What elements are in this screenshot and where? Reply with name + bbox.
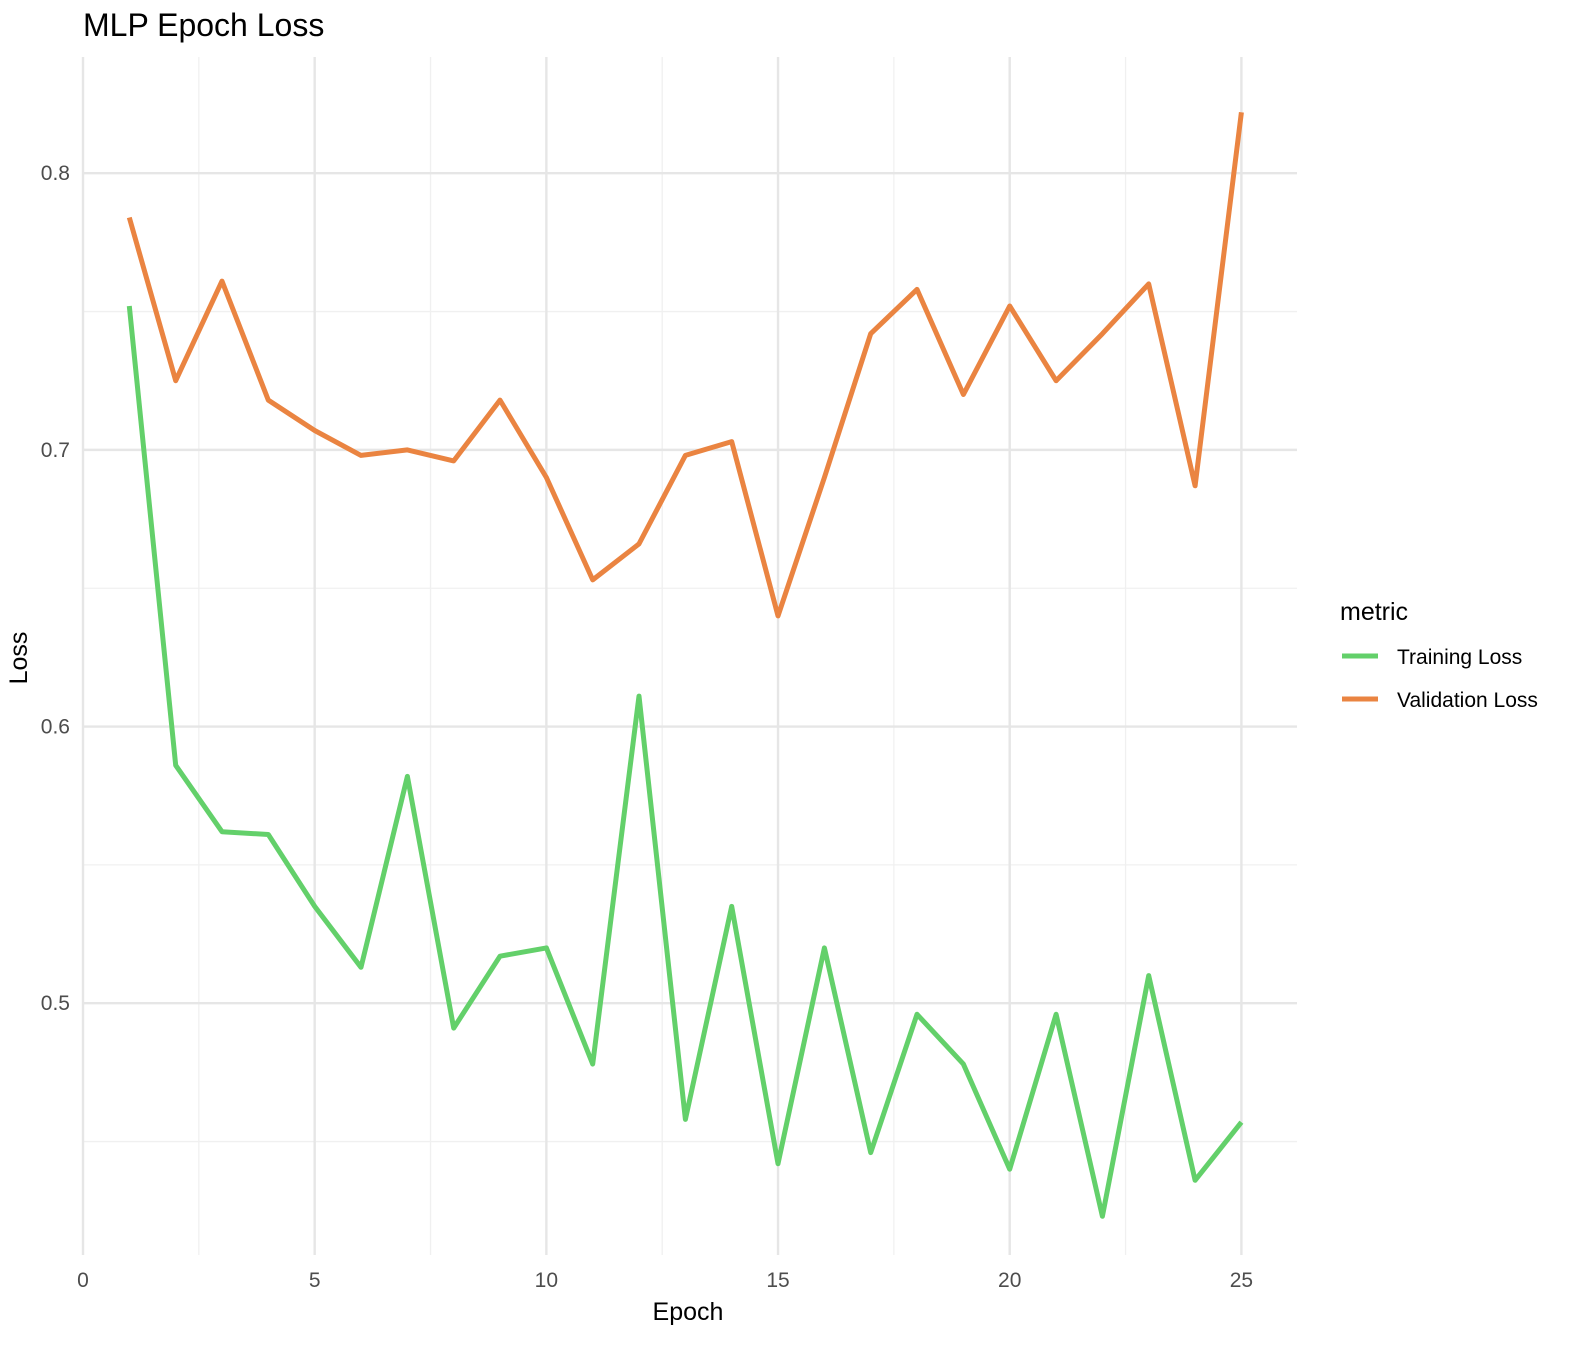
chart-title: MLP Epoch Loss bbox=[83, 7, 324, 43]
y-tick-label: 0.8 bbox=[41, 162, 70, 185]
x-axis-title: Epoch bbox=[653, 1298, 724, 1326]
minor-gridlines bbox=[83, 57, 1297, 1255]
x-tick-label: 10 bbox=[535, 1269, 558, 1292]
legend-label: Training Loss bbox=[1397, 646, 1522, 669]
y-axis-title: Loss bbox=[5, 632, 33, 685]
legend-label: Validation Loss bbox=[1397, 689, 1538, 712]
y-tick-label: 0.5 bbox=[41, 992, 70, 1015]
major-gridlines bbox=[81, 57, 1297, 1255]
x-tick-label: 5 bbox=[309, 1269, 321, 1292]
x-tick-label: 25 bbox=[1230, 1269, 1253, 1292]
series-line bbox=[126, 111, 1244, 619]
x-tick-label: 0 bbox=[77, 1269, 89, 1292]
y-axis-ticks: 0.5 0.6 0.7 0.8 bbox=[41, 162, 70, 1015]
series-lines bbox=[126, 111, 1244, 1219]
legend: metric Training Loss Validation Loss bbox=[1340, 598, 1538, 712]
x-axis-ticks: 0 5 10 15 20 25 bbox=[77, 1269, 1253, 1292]
y-tick-label: 0.6 bbox=[41, 716, 70, 739]
y-tick-label: 0.7 bbox=[41, 439, 70, 462]
x-tick-label: 15 bbox=[766, 1269, 789, 1292]
legend-title: metric bbox=[1340, 598, 1408, 626]
series-line bbox=[126, 305, 1244, 1219]
x-tick-label: 20 bbox=[998, 1269, 1021, 1292]
